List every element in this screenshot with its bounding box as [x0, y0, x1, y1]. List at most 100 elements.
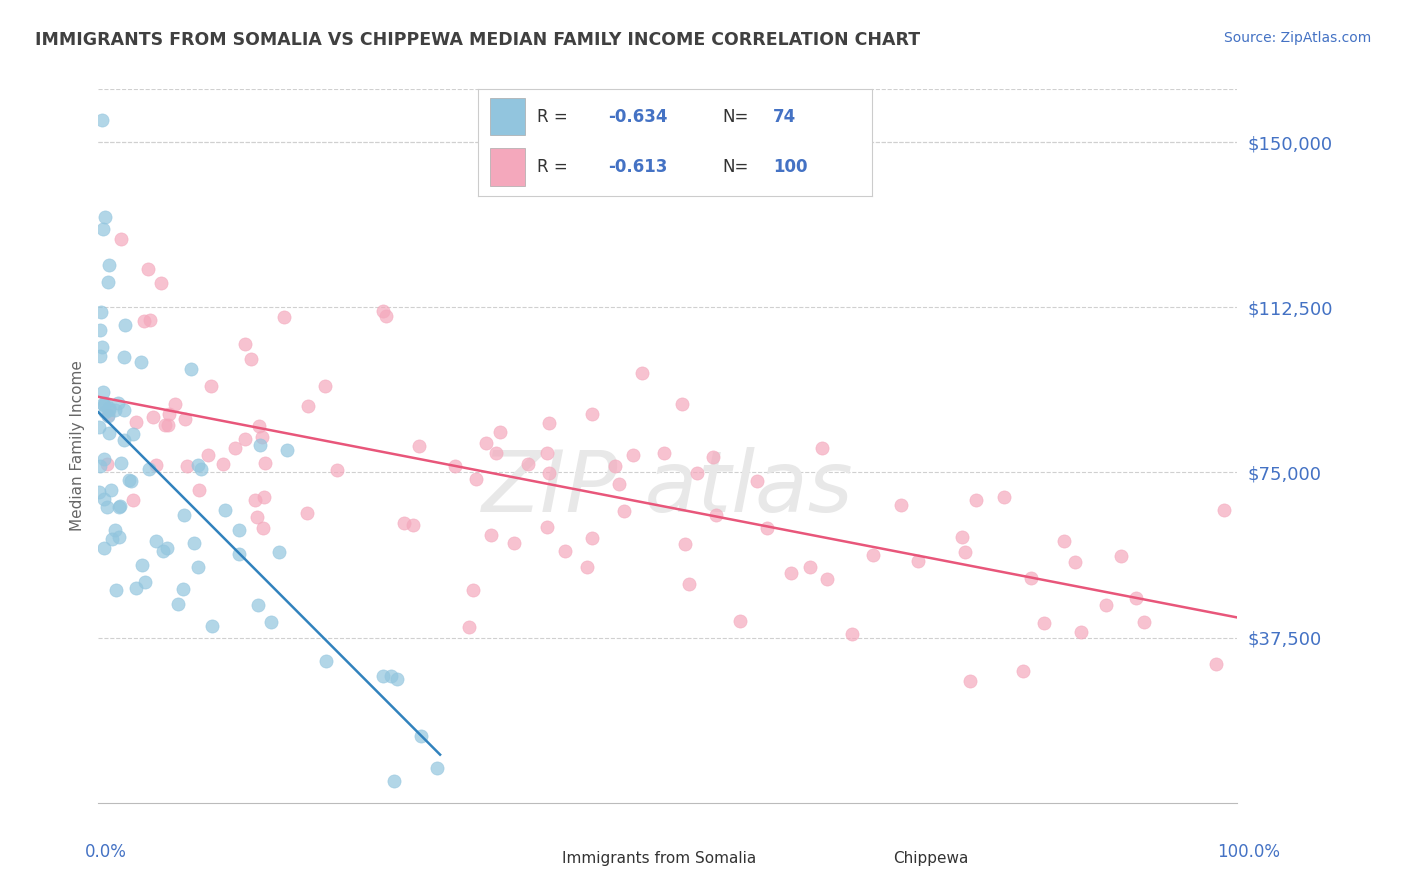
Point — [1011, 664, 1033, 678]
Point — [90, 113, 112, 128]
Point — [253, 456, 276, 470]
Point — [94, 210, 117, 224]
Point — [409, 730, 432, 744]
Point — [538, 466, 561, 480]
Point — [479, 528, 502, 542]
Point — [841, 626, 863, 640]
Text: 74: 74 — [773, 108, 797, 126]
Point — [607, 477, 630, 491]
Point — [464, 472, 486, 486]
Point — [273, 310, 295, 324]
Bar — [489, 98, 526, 136]
Text: -0.613: -0.613 — [607, 159, 668, 177]
Point — [97, 425, 120, 440]
Point — [297, 399, 319, 413]
Text: Chippewa: Chippewa — [893, 852, 969, 866]
Point — [862, 548, 884, 562]
Point — [125, 415, 148, 429]
Point — [890, 498, 912, 512]
Point — [118, 473, 141, 487]
Text: 0.0%: 0.0% — [84, 843, 127, 861]
Point — [190, 461, 212, 475]
Point — [253, 490, 276, 504]
Point — [474, 436, 496, 450]
Point — [458, 619, 481, 633]
Point — [131, 558, 153, 572]
Point — [228, 547, 250, 561]
Point — [122, 493, 145, 508]
Point — [145, 458, 167, 472]
Text: N=: N= — [723, 108, 748, 126]
Point — [581, 407, 603, 421]
Y-axis label: Median Family Income: Median Family Income — [69, 360, 84, 532]
Point — [959, 673, 981, 688]
Point — [187, 560, 209, 574]
Point — [373, 303, 395, 318]
Point — [815, 572, 838, 586]
Point — [631, 367, 654, 381]
Text: R =: R = — [537, 108, 574, 126]
Point — [134, 313, 156, 327]
Text: N=: N= — [723, 159, 748, 177]
Point — [1212, 503, 1234, 517]
Point — [87, 485, 110, 500]
Point — [326, 463, 349, 477]
Text: Immigrants from Somalia: Immigrants from Somalia — [562, 852, 756, 866]
Point — [214, 503, 236, 517]
Point — [101, 532, 124, 546]
Text: -0.634: -0.634 — [607, 108, 668, 126]
Point — [107, 396, 129, 410]
Point — [152, 544, 174, 558]
Point — [201, 619, 224, 633]
Point — [315, 654, 337, 668]
Point — [603, 458, 626, 473]
Point — [401, 518, 423, 533]
Point — [93, 541, 115, 556]
Point — [706, 508, 728, 522]
Point — [965, 492, 987, 507]
Point — [673, 537, 696, 551]
Point — [180, 362, 202, 376]
Point — [1019, 571, 1042, 585]
Point — [950, 530, 973, 544]
Point — [955, 545, 977, 559]
Point — [233, 432, 256, 446]
Point — [89, 458, 111, 473]
Bar — [489, 148, 526, 186]
Point — [443, 458, 465, 473]
Point — [613, 503, 636, 517]
Point — [799, 559, 821, 574]
Point — [91, 340, 114, 354]
Point — [686, 466, 709, 480]
Point — [745, 474, 768, 488]
Point — [1109, 549, 1132, 563]
Point — [97, 409, 120, 424]
Point — [536, 446, 558, 460]
Point — [1053, 534, 1076, 549]
Point — [138, 462, 160, 476]
Point — [382, 773, 405, 788]
Point — [536, 520, 558, 534]
Point — [503, 535, 526, 549]
Point — [811, 442, 834, 456]
Point — [97, 401, 120, 415]
Point — [96, 500, 118, 515]
Point — [779, 566, 801, 580]
Point — [103, 523, 125, 537]
Text: 100: 100 — [773, 159, 808, 177]
Point — [755, 520, 778, 534]
Point — [108, 499, 131, 513]
Point — [94, 405, 117, 419]
Point — [408, 439, 430, 453]
Point — [156, 417, 179, 432]
Text: IMMIGRANTS FROM SOMALIA VS CHIPPEWA MEDIAN FAMILY INCOME CORRELATION CHART: IMMIGRANTS FROM SOMALIA VS CHIPPEWA MEDI… — [35, 31, 921, 49]
Point — [93, 491, 115, 506]
Point — [314, 379, 336, 393]
Point — [240, 351, 263, 366]
Point — [488, 425, 510, 439]
Point — [96, 457, 118, 471]
Point — [652, 446, 675, 460]
Point — [187, 458, 209, 473]
Point — [157, 407, 180, 421]
Point — [91, 222, 114, 236]
